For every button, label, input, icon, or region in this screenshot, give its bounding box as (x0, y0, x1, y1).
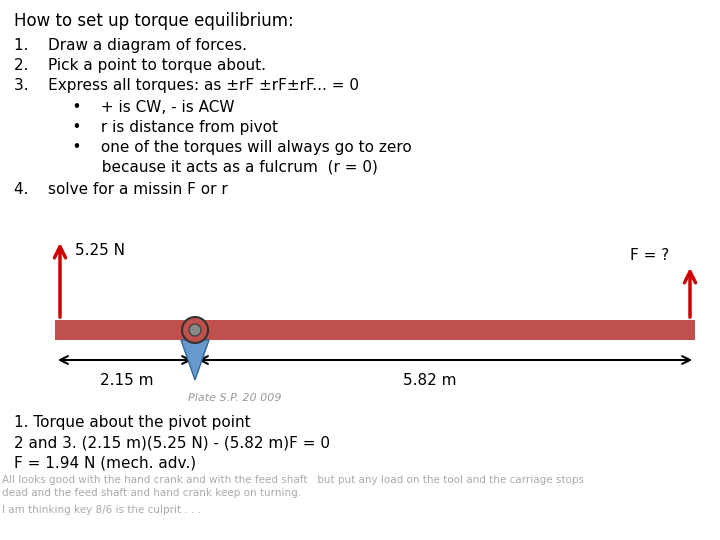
Text: 2 and 3. (2.15 m)(5.25 N) - (5.82 m)F = 0: 2 and 3. (2.15 m)(5.25 N) - (5.82 m)F = … (14, 435, 330, 450)
Text: •    one of the torques will always go to zero: • one of the torques will always go to z… (14, 140, 412, 155)
Text: How to set up torque equilibrium:: How to set up torque equilibrium: (14, 12, 294, 30)
Circle shape (189, 324, 201, 336)
Text: I am thinking key 8/6 is the culprit . . .: I am thinking key 8/6 is the culprit . .… (2, 505, 201, 515)
Text: 4.    solve for a missin F or r: 4. solve for a missin F or r (14, 182, 228, 197)
Text: 5.25 N: 5.25 N (75, 243, 125, 258)
Text: F = 1.94 N (mech. adv.): F = 1.94 N (mech. adv.) (14, 455, 196, 470)
Text: F = ?: F = ? (630, 248, 670, 263)
Text: because it acts as a fulcrum  (r = 0): because it acts as a fulcrum (r = 0) (14, 160, 378, 175)
Bar (55, 320, 695, 340)
Text: 1.    Draw a diagram of forces.: 1. Draw a diagram of forces. (14, 38, 247, 53)
Text: 2.15 m: 2.15 m (100, 373, 154, 388)
Polygon shape (181, 340, 209, 380)
Text: dead and the feed shaft and hand crank keep on turning.: dead and the feed shaft and hand crank k… (2, 488, 301, 498)
Text: 5.82 m: 5.82 m (403, 373, 456, 388)
Text: 2.    Pick a point to torque about.: 2. Pick a point to torque about. (14, 58, 266, 73)
Text: All looks good with the hand crank and with the feed shaft   but put any load on: All looks good with the hand crank and w… (2, 475, 584, 485)
Text: •    r is distance from pivot: • r is distance from pivot (14, 120, 278, 135)
Text: 1. Torque about the pivot point: 1. Torque about the pivot point (14, 415, 251, 430)
Text: 3.    Express all torques: as ±rF ±rF±rF... = 0: 3. Express all torques: as ±rF ±rF±rF...… (14, 78, 359, 93)
Circle shape (182, 317, 208, 343)
Text: •    + is CW, - is ACW: • + is CW, - is ACW (14, 100, 235, 115)
Text: Plate S.P. 20 009: Plate S.P. 20 009 (188, 393, 282, 403)
